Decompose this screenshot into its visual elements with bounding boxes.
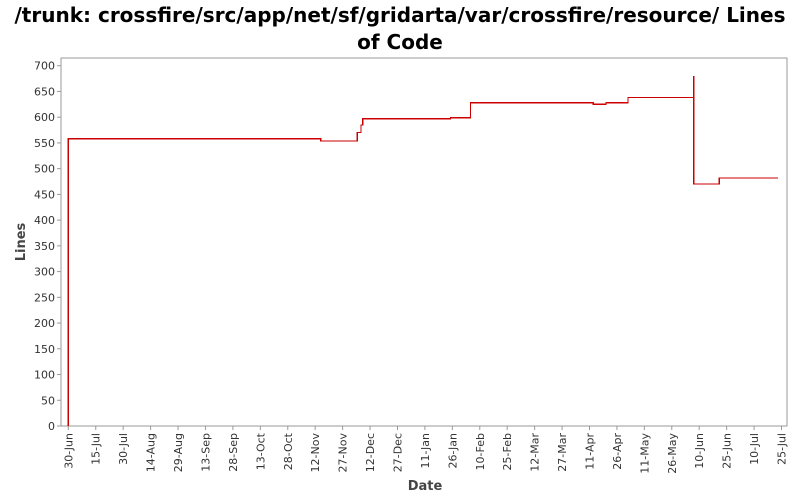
x-tick-label: 11-May — [638, 433, 651, 474]
series-layer — [67, 76, 778, 427]
x-tick-label: 25-Feb — [501, 433, 514, 470]
x-tick-label: 27-Dec — [391, 433, 404, 472]
x-tick-label: 10-Feb — [474, 433, 487, 470]
y-tick-label: 100 — [34, 369, 55, 382]
y-tick-label: 500 — [34, 163, 55, 176]
x-axis-title: Date — [408, 479, 443, 494]
y-tick-label: 550 — [34, 137, 55, 150]
y-tick-label: 150 — [34, 343, 55, 356]
x-tick-label: 30-Jul — [117, 433, 130, 465]
x-tick-label: 12-Mar — [529, 433, 542, 472]
x-tick-label: 25-Jun — [721, 433, 734, 469]
y-tick-label: 600 — [34, 111, 55, 124]
x-tick-label: 10-Jul — [748, 433, 761, 465]
y-tick-label: 250 — [34, 291, 55, 304]
plot-area — [60, 57, 788, 427]
x-tick-label: 27-Mar — [556, 433, 569, 472]
x-tick-label: 25-Jul — [776, 433, 789, 465]
y-tick-label: 300 — [34, 266, 55, 279]
x-tick-label: 11-Jan — [419, 433, 432, 469]
x-tick-label: 14-Aug — [145, 433, 158, 472]
y-axis: 0 50 100 150 200 250 300 350 400 450 500 550 600 650 7… — [34, 60, 61, 433]
lines-series — [67, 76, 778, 426]
x-tick-label: 28-Oct — [282, 432, 295, 470]
x-tick-label: 15-Jul — [90, 433, 103, 465]
x-tick-label: 28-Sep — [227, 433, 240, 472]
x-tick-label: 26-Apr — [611, 433, 624, 470]
y-tick-label: 350 — [34, 240, 55, 253]
x-tick-label: 12-Dec — [364, 433, 377, 472]
y-tick-label: 50 — [41, 394, 55, 407]
y-tick-label: 0 — [48, 420, 55, 433]
y-tick-label: 700 — [34, 60, 55, 73]
y-tick-label: 200 — [34, 317, 55, 330]
y-axis-title: Lines — [14, 222, 29, 261]
x-axis: 30-Jun 15-Jul 30-Jul 14-Aug 29-Aug 13-Sep 28-S… — [62, 426, 789, 474]
x-tick-label: 12-Nov — [309, 433, 322, 473]
x-tick-label: 27-Nov — [337, 433, 350, 473]
x-tick-label: 26-May — [666, 433, 679, 474]
y-tick-label: 450 — [34, 188, 55, 201]
x-tick-label: 10-Jun — [693, 433, 706, 469]
chart-title: /trunk: crossfire/src/app/net/sf/gridart… — [14, 3, 786, 54]
x-tick-label: 29-Aug — [172, 433, 185, 472]
x-tick-label: 11-Apr — [583, 433, 596, 470]
y-tick-label: 650 — [34, 85, 55, 98]
y-tick-label: 400 — [34, 214, 55, 227]
x-tick-label: 26-Jan — [446, 433, 459, 469]
x-tick-label: 13-Sep — [199, 433, 212, 472]
x-tick-label: 30-Jun — [62, 433, 75, 469]
x-tick-label: 13-Oct — [254, 432, 267, 470]
